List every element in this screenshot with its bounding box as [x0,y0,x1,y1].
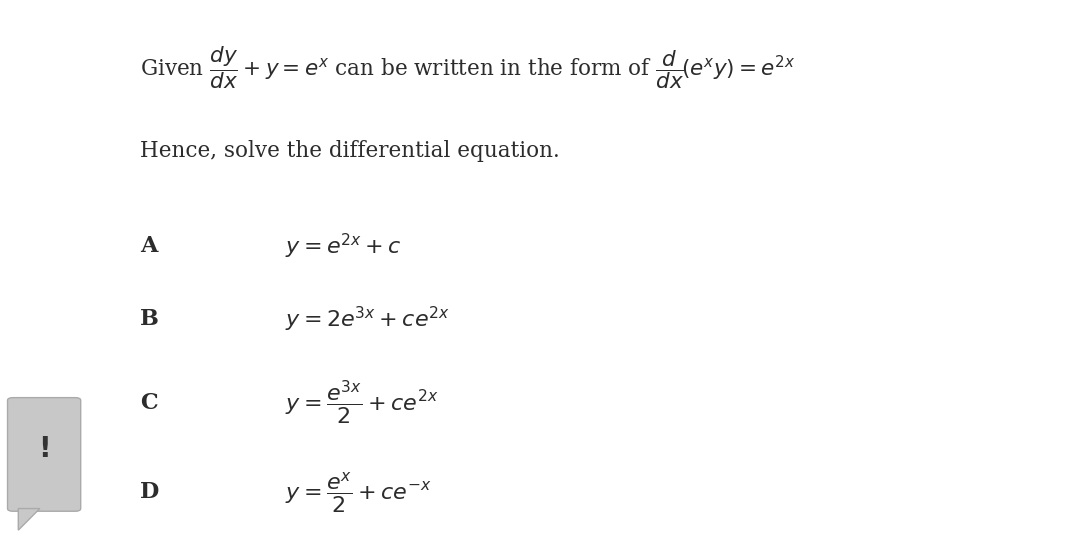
Polygon shape [18,509,40,530]
Text: $y = 2e^{3x} + ce^{2x}$: $y = 2e^{3x} + ce^{2x}$ [285,305,450,334]
Text: $y = \dfrac{e^{3x}}{2} + ce^{2x}$: $y = \dfrac{e^{3x}}{2} + ce^{2x}$ [285,379,439,427]
Text: Given $\dfrac{dy}{dx} + y = e^x$ can be written in the form of $\dfrac{d}{dx}\!\: Given $\dfrac{dy}{dx} + y = e^x$ can be … [140,44,795,91]
Text: A: A [140,235,157,257]
Text: $y = e^{2x} + c$: $y = e^{2x} + c$ [285,232,401,261]
Text: !: ! [38,435,51,463]
Text: C: C [140,392,157,414]
FancyBboxPatch shape [8,398,81,511]
Text: B: B [140,308,159,330]
Text: Hence, solve the differential equation.: Hence, solve the differential equation. [140,141,560,162]
Text: D: D [140,481,159,503]
Text: $y = \dfrac{e^{x}}{2} + ce^{-x}$: $y = \dfrac{e^{x}}{2} + ce^{-x}$ [285,470,431,515]
